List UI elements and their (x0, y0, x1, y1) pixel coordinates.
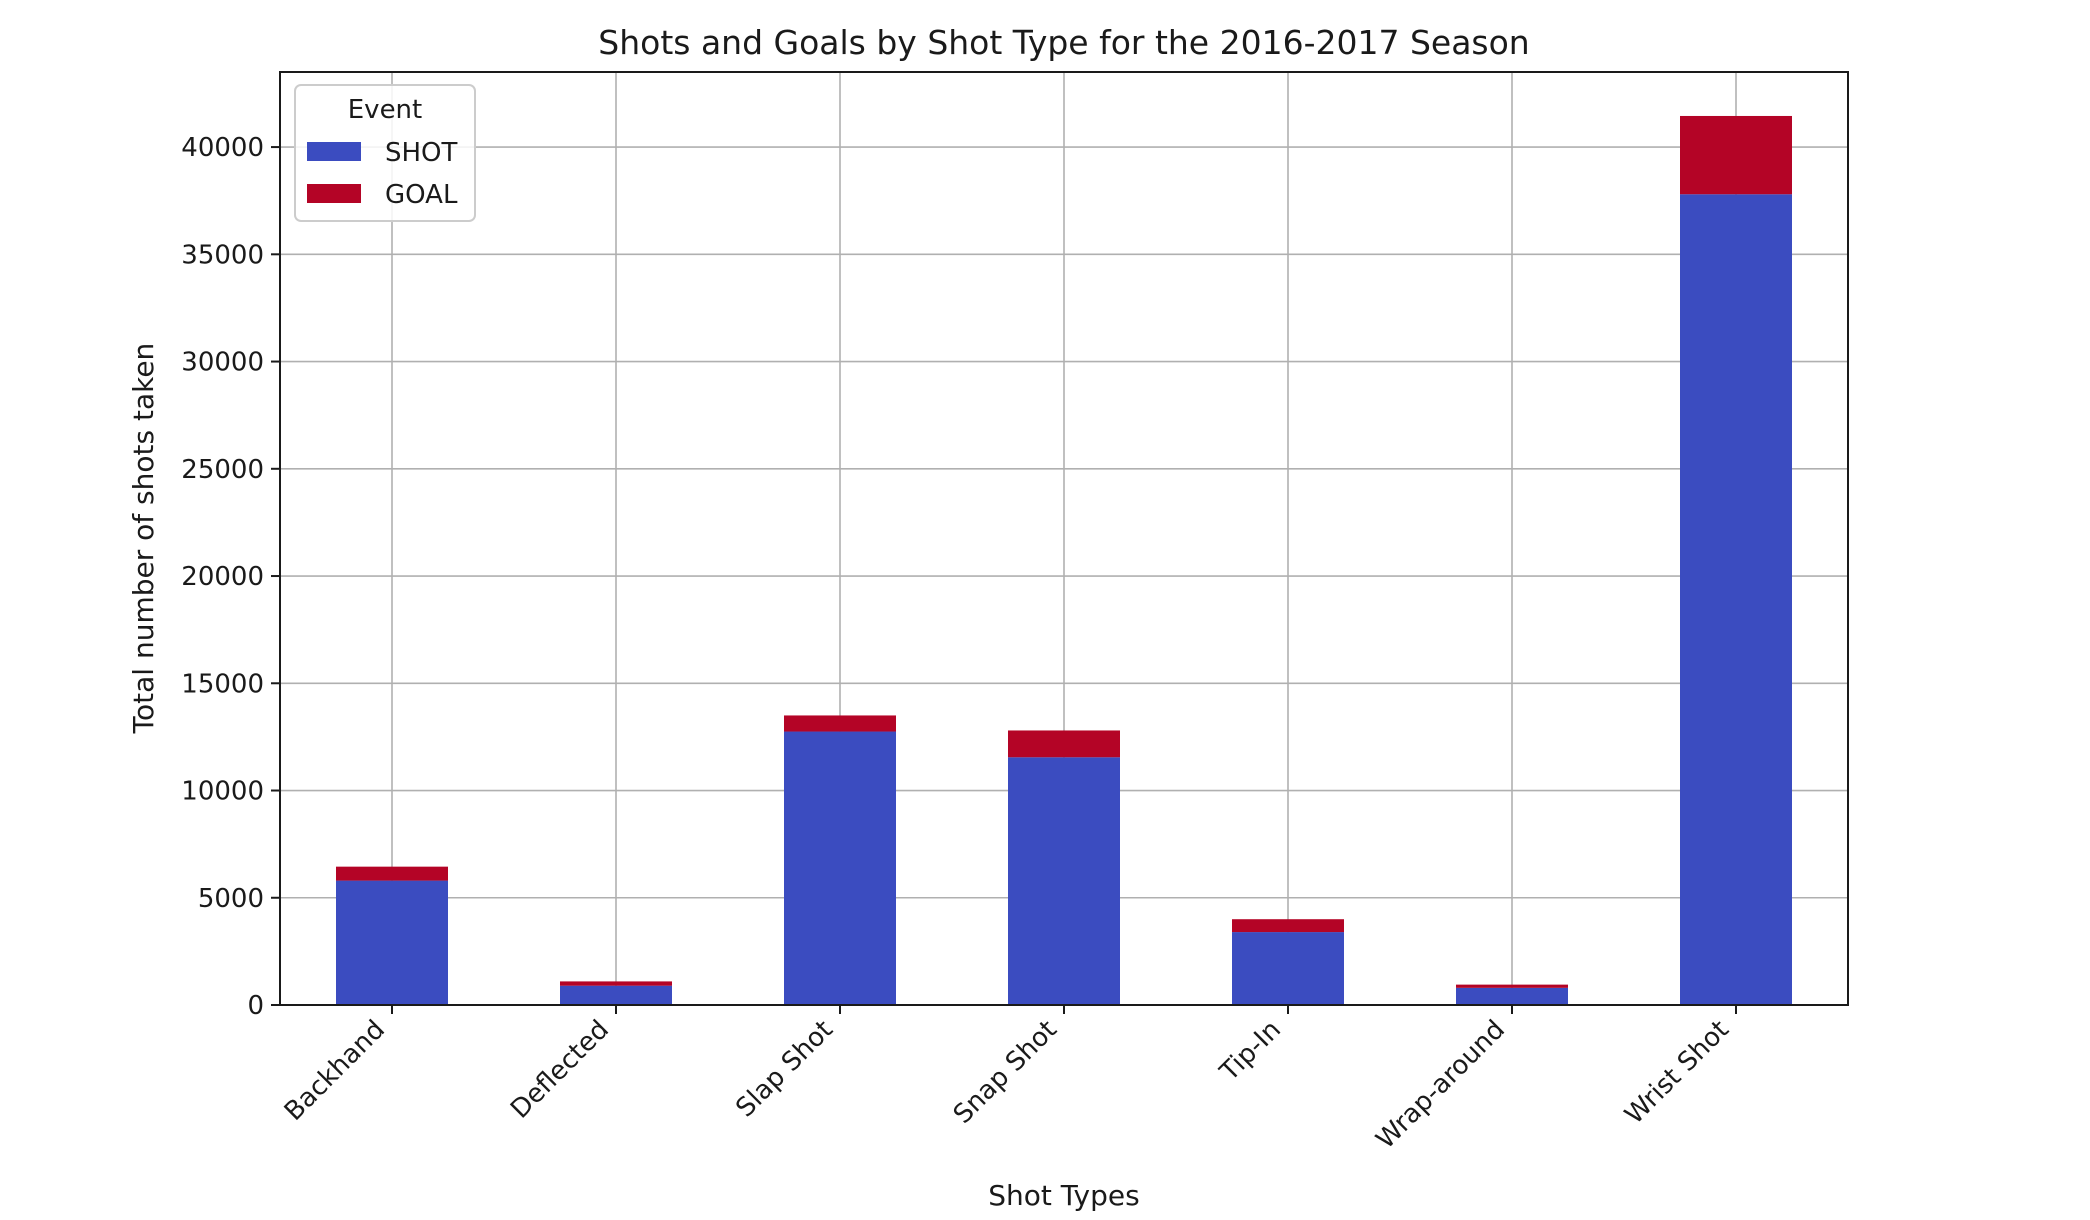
y-tick-label: 10000 (181, 777, 264, 807)
bar-goal (1456, 984, 1568, 988)
chart-title: Shots and Goals by Shot Type for the 201… (598, 23, 1529, 62)
y-tick-label: 25000 (181, 455, 264, 485)
legend: Event SHOT GOAL (294, 84, 476, 222)
bar-shot (1680, 194, 1792, 1005)
bar-goal (1008, 730, 1120, 758)
bar-shot (336, 880, 448, 1005)
y-tick-label: 5000 (198, 884, 264, 914)
bar-goal (336, 866, 448, 881)
y-tick-label: 30000 (181, 348, 264, 378)
bar-goal (784, 715, 896, 732)
bar-shot (1232, 932, 1344, 1005)
legend-label-goal: GOAL (385, 180, 458, 210)
bar-goal (1680, 115, 1792, 195)
legend-swatch-goal (307, 184, 361, 203)
y-axis-label: Total number of shots taken (127, 343, 160, 735)
bar-goal (1232, 919, 1344, 933)
legend-title: Event (348, 95, 422, 125)
bar-shot (1008, 757, 1120, 1005)
legend-entries: SHOT GOAL (307, 138, 458, 210)
bar-shot (560, 985, 672, 1005)
legend-label-shot: SHOT (385, 138, 458, 168)
bar-shot (1456, 987, 1568, 1005)
x-axis-label: Shot Types (988, 1179, 1139, 1212)
y-axis: 0 5000 10000 15000 20000 25000 30000 35000 40000 (181, 133, 280, 1021)
legend-swatch-shot (307, 142, 361, 161)
bars (336, 115, 1792, 1005)
y-tick-label: 40000 (181, 133, 264, 163)
y-tick-label: 35000 (181, 240, 264, 270)
y-tick-label: 15000 (181, 669, 264, 699)
bar-goal (560, 981, 672, 986)
bar-shot (784, 731, 896, 1005)
y-tick-label: 0 (247, 991, 264, 1021)
y-tick-label: 20000 (181, 562, 264, 592)
